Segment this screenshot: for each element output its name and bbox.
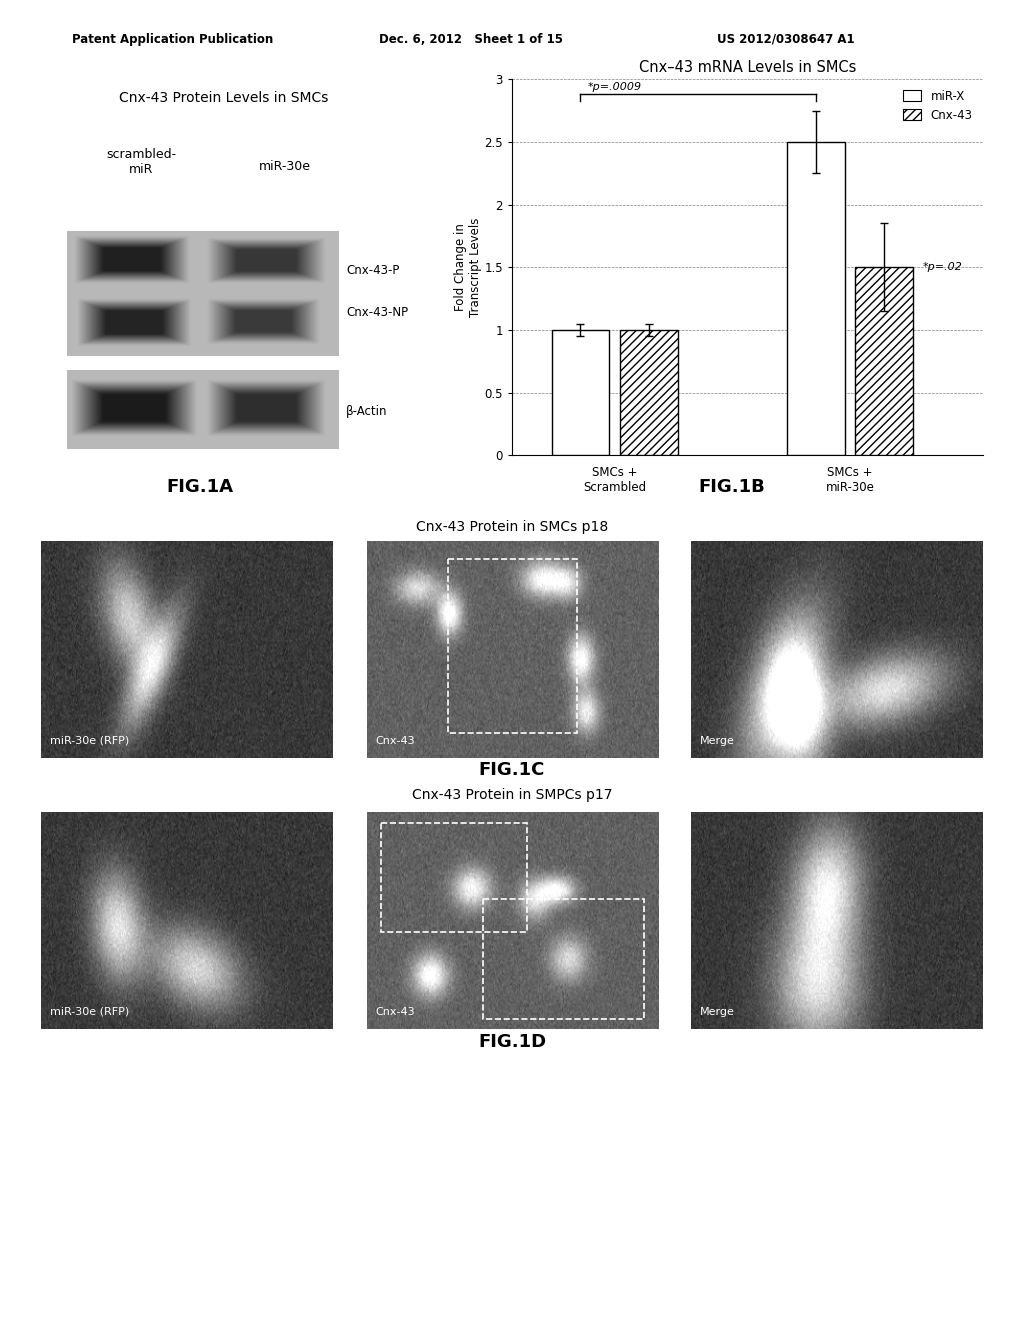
Text: Cnx-43-P: Cnx-43-P bbox=[346, 264, 399, 277]
Text: Dec. 6, 2012   Sheet 1 of 15: Dec. 6, 2012 Sheet 1 of 15 bbox=[379, 33, 563, 46]
Bar bbox=[381, 822, 527, 932]
Text: scrambled-
miR: scrambled- miR bbox=[106, 148, 176, 176]
Text: FIG.1A: FIG.1A bbox=[166, 478, 233, 496]
Text: Merge: Merge bbox=[700, 737, 735, 746]
Text: FIG.1B: FIG.1B bbox=[698, 478, 766, 496]
Text: *p=.0009: *p=.0009 bbox=[588, 82, 642, 92]
Text: Patent Application Publication: Patent Application Publication bbox=[72, 33, 273, 46]
Text: FIG.1D: FIG.1D bbox=[478, 1032, 546, 1051]
Text: Merge: Merge bbox=[700, 1007, 735, 1016]
Bar bbox=[787, 143, 845, 455]
Text: Cnx-43: Cnx-43 bbox=[376, 737, 415, 746]
Text: *p=.02: *p=.02 bbox=[923, 263, 963, 272]
Text: miR-30e (RFP): miR-30e (RFP) bbox=[50, 737, 129, 746]
Text: US 2012/0308647 A1: US 2012/0308647 A1 bbox=[717, 33, 854, 46]
Text: miR-30e: miR-30e bbox=[259, 160, 310, 173]
Bar bbox=[855, 267, 913, 455]
Text: miR-30e (RFP): miR-30e (RFP) bbox=[50, 1007, 129, 1016]
Title: Cnx–43 mRNA Levels in SMCs: Cnx–43 mRNA Levels in SMCs bbox=[639, 61, 856, 75]
Bar bbox=[552, 330, 609, 455]
Bar bbox=[483, 899, 644, 1019]
Bar bbox=[620, 330, 678, 455]
Text: Cnx-43 Protein in SMPCs p17: Cnx-43 Protein in SMPCs p17 bbox=[412, 788, 612, 801]
Text: FIG.1C: FIG.1C bbox=[479, 760, 545, 779]
Legend: miR-X, Cnx-43: miR-X, Cnx-43 bbox=[898, 84, 977, 127]
Text: β-Actin: β-Actin bbox=[346, 405, 388, 418]
Text: Cnx-43 Protein Levels in SMCs: Cnx-43 Protein Levels in SMCs bbox=[119, 91, 328, 106]
Y-axis label: Fold Change in
Transcript Levels: Fold Change in Transcript Levels bbox=[454, 218, 481, 317]
Bar bbox=[449, 558, 577, 733]
Text: Cnx-43: Cnx-43 bbox=[376, 1007, 415, 1016]
Text: Cnx-43-NP: Cnx-43-NP bbox=[346, 306, 409, 319]
Text: Cnx-43 Protein in SMCs p18: Cnx-43 Protein in SMCs p18 bbox=[416, 520, 608, 533]
